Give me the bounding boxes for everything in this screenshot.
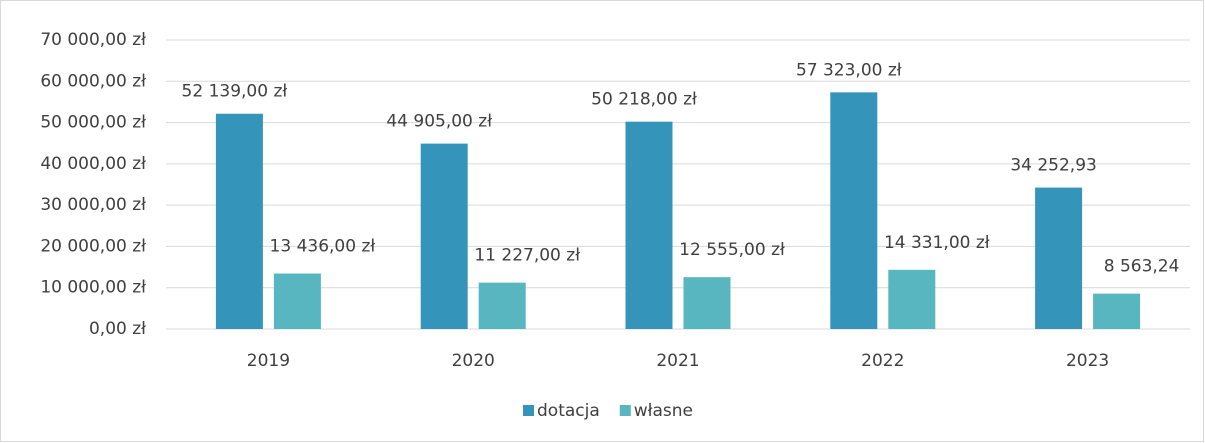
value-label: 44 905,00 zł — [386, 112, 492, 132]
legend-label: własne — [634, 401, 693, 421]
bar — [215, 113, 263, 329]
bar — [683, 277, 731, 329]
bar — [478, 282, 526, 329]
bar — [1093, 293, 1141, 329]
bar — [888, 269, 936, 329]
bar — [830, 92, 878, 330]
y-tick-label: 40 000,00 zł — [40, 154, 146, 174]
y-tick-label: 30 000,00 zł — [40, 195, 146, 215]
value-label: 11 227,00 zł — [474, 246, 580, 266]
value-label: 13 436,00 zł — [270, 237, 376, 257]
x-tick-label: 2019 — [247, 351, 290, 371]
x-tick-label: 2022 — [861, 351, 904, 371]
y-tick-label: 60 000,00 zł — [40, 71, 146, 91]
x-tick-label: 2021 — [656, 351, 699, 371]
x-tick-label: 2020 — [452, 351, 495, 371]
y-tick-label: 20 000,00 zł — [40, 236, 146, 256]
bar — [420, 143, 468, 329]
x-tick-label: 2023 — [1066, 351, 1109, 371]
legend-label: dotacja — [537, 401, 600, 421]
value-label: 57 323,00 zł — [796, 60, 902, 80]
value-label: 34 252,93 — [1010, 156, 1097, 176]
value-label: 52 139,00 zł — [182, 82, 288, 102]
legend-swatch — [619, 405, 631, 416]
bar — [625, 121, 673, 329]
y-tick-label: 70 000,00 zł — [40, 30, 146, 50]
value-label: 12 555,00 zł — [679, 240, 785, 260]
y-tick-label: 0,00 zł — [89, 319, 146, 339]
y-tick-label: 10 000,00 zł — [40, 278, 146, 298]
value-label: 50 218,00 zł — [591, 90, 697, 110]
bar — [1035, 187, 1083, 329]
bar — [273, 273, 321, 329]
legend-swatch — [523, 405, 534, 416]
value-label: 8 563,24 — [1104, 257, 1180, 277]
y-tick-label: 50 000,00 zł — [40, 113, 146, 133]
value-label: 14 331,00 zł — [884, 233, 990, 253]
